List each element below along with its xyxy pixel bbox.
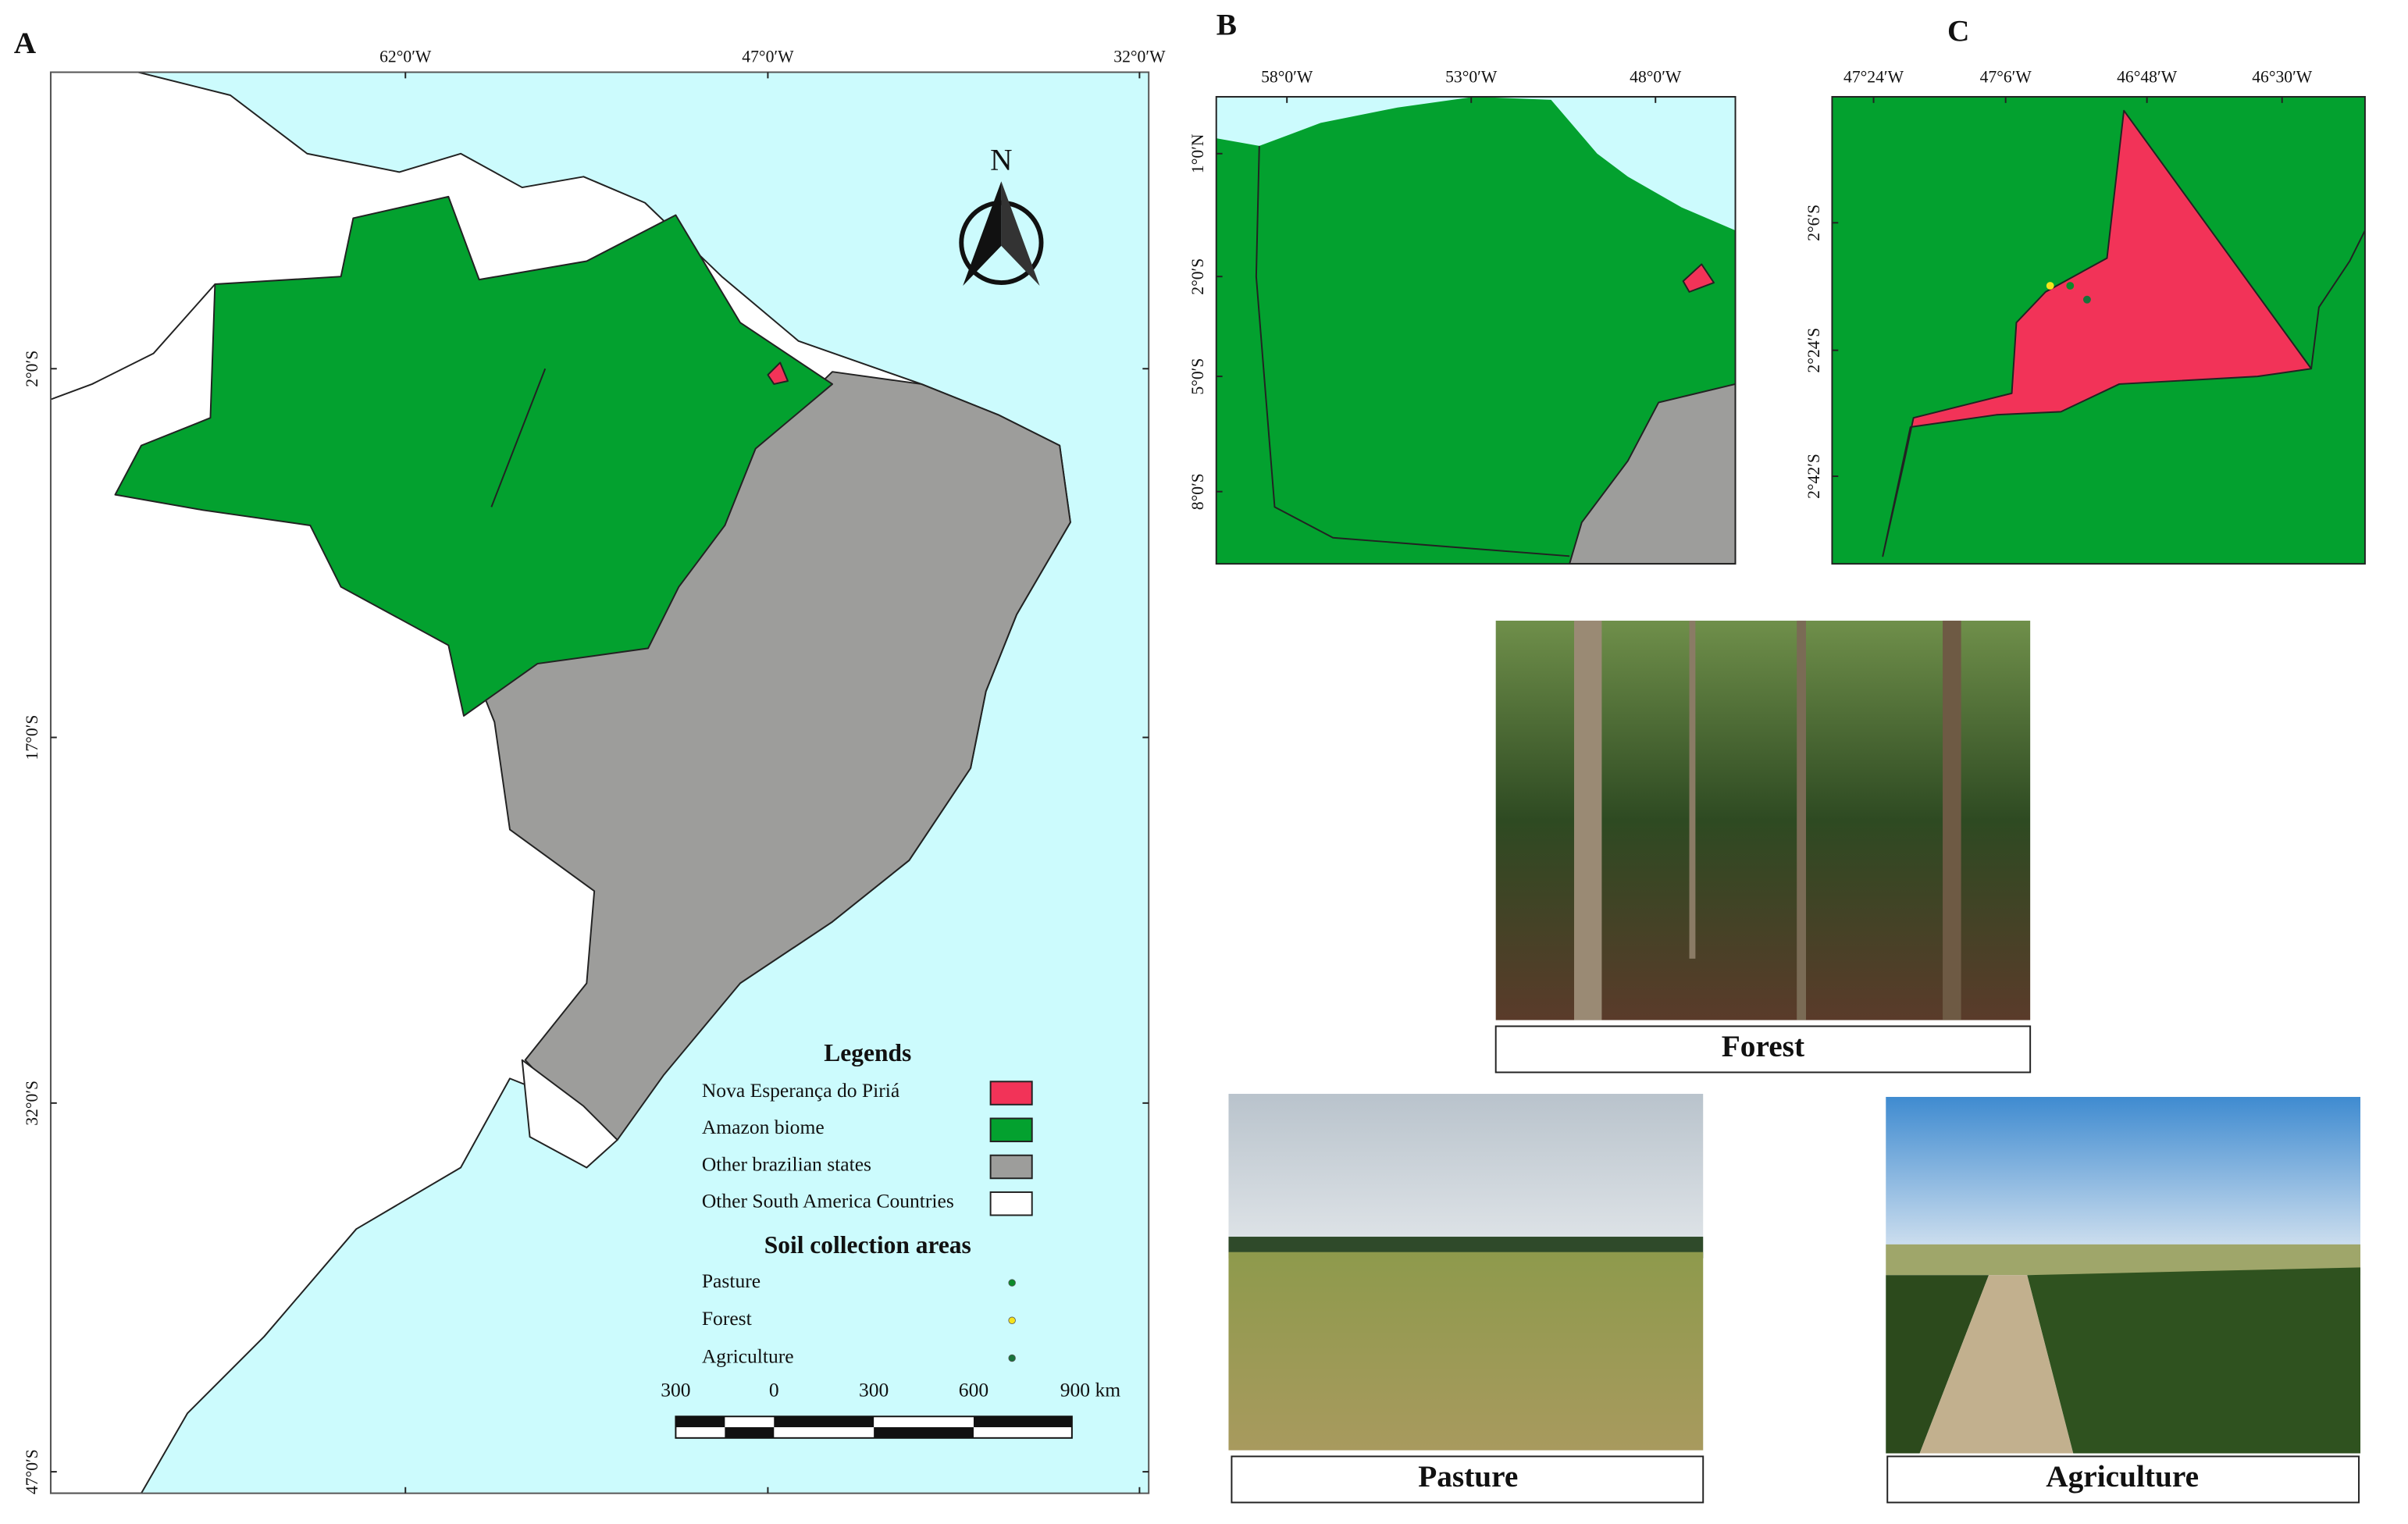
- north-label: N: [990, 143, 1012, 177]
- lon-label: 46°48′W: [2117, 67, 2178, 86]
- lon-label: 47°0′W: [742, 48, 794, 66]
- panel-c-map: [1832, 96, 2365, 564]
- pasture-photo: [1228, 1094, 1704, 1451]
- legend-swatch: [989, 1154, 1033, 1180]
- panel-a-frame: [49, 71, 1150, 1494]
- panel-b-frame: [1215, 95, 1737, 565]
- caption-box: [1231, 1455, 1704, 1504]
- lon-label: 47°24′W: [1843, 67, 1904, 86]
- lon-label: 53°0′W: [1445, 67, 1498, 86]
- lat-label: 2°0′S: [23, 351, 41, 387]
- scale-label: 300: [859, 1379, 889, 1401]
- lat-label: 8°0′S: [1188, 473, 1207, 510]
- lat-label: 47°0′S: [23, 1449, 41, 1494]
- lon-label: 47°6′W: [1980, 67, 2032, 86]
- legend-swatch: [989, 1081, 1033, 1106]
- lon-label: 62°0′W: [379, 48, 432, 66]
- lat-label: 17°0′S: [23, 715, 41, 760]
- photo-caption: Agriculture: [2046, 1459, 2199, 1494]
- forest-photo: [1495, 620, 2031, 1020]
- scale-label: 900 km: [1060, 1379, 1120, 1401]
- lon-label: 46°30′W: [2252, 67, 2313, 86]
- panel-b-map: [1216, 96, 1736, 564]
- lon-label: 48°0′W: [1630, 67, 1682, 86]
- forest-site: [2046, 282, 2054, 290]
- scale-label: 0: [769, 1379, 779, 1401]
- panel-c-frame: [1831, 95, 2366, 565]
- pasture-site: [2066, 282, 2075, 290]
- lat-label: 2°42′S: [1804, 454, 1823, 499]
- lat-label: 2°24′S: [1804, 328, 1823, 373]
- lon-label: 32°0′W: [1113, 48, 1166, 66]
- soil-dot: [1008, 1316, 1016, 1324]
- photo-caption: Pasture: [1418, 1459, 1518, 1494]
- legend-label: Other brazilian states: [702, 1152, 871, 1175]
- soil-label: Forest: [702, 1307, 752, 1330]
- soil-label: Agriculture: [702, 1344, 794, 1367]
- panel-label: B: [1216, 7, 1237, 41]
- scale-label: 300: [661, 1379, 690, 1401]
- panel-label: C: [1947, 13, 1969, 48]
- legend-label: Nova Esperança do Piriá: [702, 1079, 899, 1102]
- agriculture-site: [2083, 295, 2091, 304]
- soil-title: Soil collection areas: [764, 1231, 971, 1259]
- lon-label: 58°0′W: [1261, 67, 1313, 86]
- panel-label: A: [14, 26, 37, 60]
- panel-a-map: [50, 72, 1149, 1494]
- lat-label: 2°6′S: [1804, 205, 1823, 241]
- lat-label: 2°0′S: [1188, 258, 1207, 295]
- soil-dot: [1008, 1279, 1016, 1287]
- soil-dot: [1008, 1354, 1016, 1362]
- lat-label: 5°0′S: [1188, 358, 1207, 395]
- legend-swatch: [989, 1117, 1033, 1143]
- legend-label: Other South America Countries: [702, 1190, 954, 1212]
- scale-bar: [675, 1415, 1073, 1439]
- soil-label: Pasture: [702, 1269, 761, 1292]
- legend-label: Amazon biome: [702, 1116, 825, 1138]
- legend-title: Legends: [824, 1039, 911, 1066]
- agriculture-photo: [1886, 1096, 2361, 1454]
- legend-swatch: [989, 1191, 1033, 1216]
- caption-box: [1886, 1455, 2360, 1504]
- caption-box: [1494, 1025, 2032, 1074]
- lat-label: 32°0′S: [23, 1081, 41, 1126]
- lat-label: 1°0′N: [1188, 134, 1207, 173]
- scale-label: 600: [959, 1379, 988, 1401]
- photo-caption: Forest: [1722, 1029, 1804, 1063]
